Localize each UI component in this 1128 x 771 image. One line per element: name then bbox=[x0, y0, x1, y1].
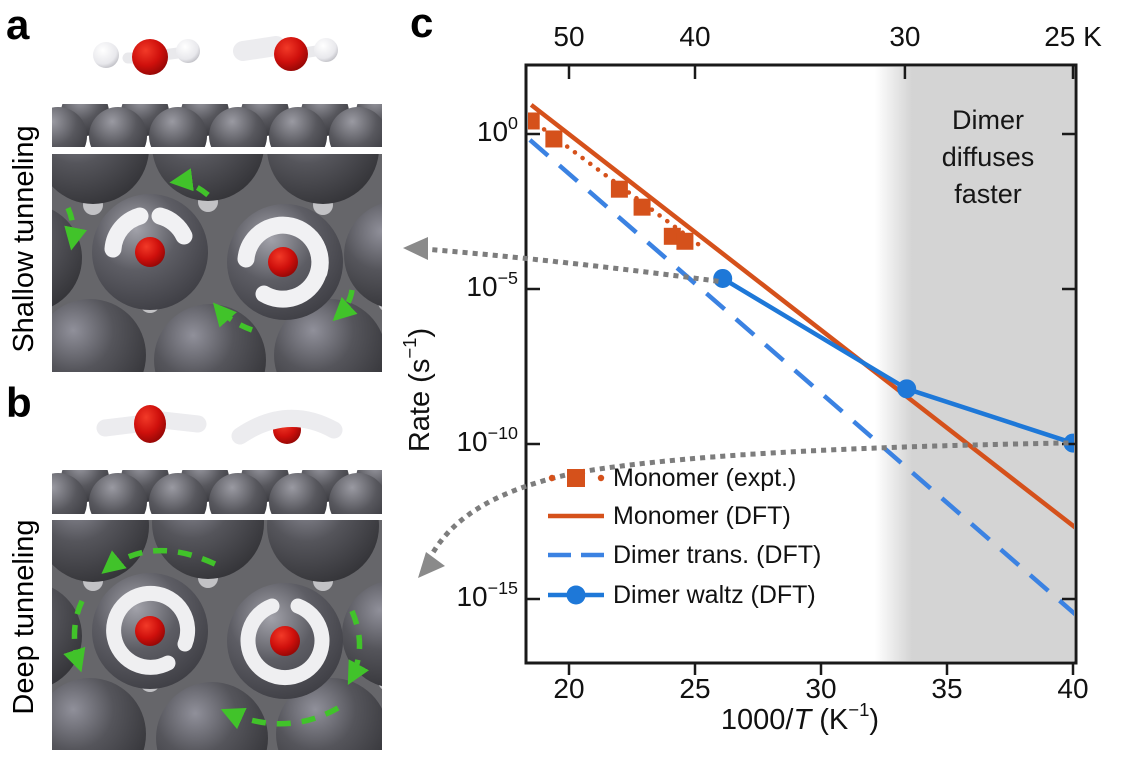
metal-surface-side-b bbox=[52, 470, 382, 514]
green-motion-arrow bbox=[101, 547, 217, 574]
metal-surface-top-a bbox=[52, 154, 382, 372]
hydrogen-smear bbox=[233, 36, 286, 61]
panel-a-art bbox=[52, 36, 382, 750]
x-tick-label: 30 bbox=[805, 673, 837, 704]
legend-marker-monomer-expt bbox=[548, 469, 605, 487]
oxygen-atom-top-view bbox=[270, 626, 300, 656]
oxygen-atom-top-view bbox=[135, 237, 165, 267]
data-point-circle bbox=[713, 268, 733, 288]
chart-panel bbox=[403, 63, 1078, 675]
metal-surface-side-a bbox=[52, 104, 382, 147]
panel-label-c: c bbox=[410, 0, 434, 46]
connector-arrowhead-b bbox=[418, 552, 445, 578]
data-point-square bbox=[610, 180, 628, 198]
oxygen-atom bbox=[274, 37, 308, 71]
series-dimer-trans-dft- bbox=[528, 138, 1074, 617]
top-tick-label: 25 K bbox=[1044, 21, 1102, 52]
hydrogen-smear-ring bbox=[231, 409, 343, 445]
data-point-square bbox=[545, 130, 563, 148]
legend-label-dimer-trans: Dimer trans. (DFT) bbox=[613, 541, 822, 569]
water-molecules-side-view-a bbox=[93, 36, 338, 75]
shaded-region-label: Dimer diffuses faster bbox=[941, 105, 1035, 209]
y-tick-label: 10−15 bbox=[456, 577, 518, 612]
y-axis-label: Rate (s−1) bbox=[399, 327, 436, 453]
hydrogen-arcs-shallow bbox=[104, 207, 329, 308]
green-motion-arrow bbox=[220, 705, 340, 730]
legend-markers bbox=[548, 469, 605, 605]
top-tick-label: 40 bbox=[679, 21, 711, 52]
y-tick-label: 10−5 bbox=[466, 267, 518, 302]
plot-border bbox=[524, 63, 1078, 665]
hydrogen-smear bbox=[153, 411, 207, 433]
side-label-deep-tunneling: Deep tunneling bbox=[8, 519, 40, 715]
x-axis-label: 1000/T (K−1) bbox=[720, 699, 880, 736]
data-point-square bbox=[528, 112, 540, 130]
green-motion-arrow bbox=[212, 302, 253, 333]
data-point-square bbox=[676, 232, 694, 250]
green-motion-arrow bbox=[63, 599, 86, 673]
hydrogen-rings-deep bbox=[106, 585, 330, 686]
y-tick-label: 10−10 bbox=[456, 422, 518, 457]
rotation-arrows-b bbox=[63, 547, 369, 730]
hydrogen-atom bbox=[314, 38, 338, 62]
metal-surface-top-b bbox=[52, 520, 382, 750]
connector-arrowhead-a bbox=[403, 237, 428, 260]
panel-label-a: a bbox=[6, 1, 30, 48]
data-point-square bbox=[633, 198, 651, 216]
hydrogen-atom bbox=[93, 42, 119, 68]
connector-dotted-line-b bbox=[426, 440, 1069, 562]
panel-label-b: b bbox=[6, 379, 32, 426]
oxygen-atom-top-view bbox=[268, 247, 298, 277]
x-tick-label: 40 bbox=[1057, 673, 1089, 704]
top-tick-label: 50 bbox=[553, 21, 585, 52]
series-monomer-dft- bbox=[529, 103, 1074, 530]
legend-label-dimer-waltz: Dimer waltz (DFT) bbox=[613, 581, 816, 609]
legend-marker-dimer-waltz bbox=[548, 585, 604, 605]
top-tick-label: 30 bbox=[889, 21, 921, 52]
shaded-region-dimer-faster bbox=[875, 67, 1074, 661]
x-tick-label: 25 bbox=[679, 673, 711, 704]
legend-label-monomer-dft: Monomer (DFT) bbox=[613, 502, 791, 530]
green-motion-arrow bbox=[332, 289, 358, 322]
water-molecules-side-view-b bbox=[96, 405, 343, 445]
connector-dotted-line-a bbox=[421, 246, 719, 284]
oxygen-atom bbox=[134, 405, 166, 443]
legend-label-monomer-expt: Monomer (expt.) bbox=[613, 464, 797, 492]
y-tick-label: 100 bbox=[476, 112, 518, 147]
hydrogen-smear bbox=[96, 415, 147, 437]
green-motion-arrow bbox=[347, 609, 369, 686]
green-motion-arrow bbox=[64, 206, 87, 251]
x-tick-label: 35 bbox=[931, 673, 963, 704]
oxygen-atom bbox=[132, 39, 168, 75]
connector-arrows bbox=[403, 237, 1069, 578]
rotation-arrows-a bbox=[64, 168, 358, 333]
data-point-circle bbox=[897, 379, 917, 399]
hydrogen-atom bbox=[176, 39, 200, 63]
x-tick-label: 20 bbox=[553, 673, 585, 704]
oxygen-atom-top-view bbox=[135, 616, 165, 646]
green-motion-arrow bbox=[169, 168, 210, 198]
side-label-shallow-tunneling: Shallow tunneling bbox=[8, 125, 40, 353]
